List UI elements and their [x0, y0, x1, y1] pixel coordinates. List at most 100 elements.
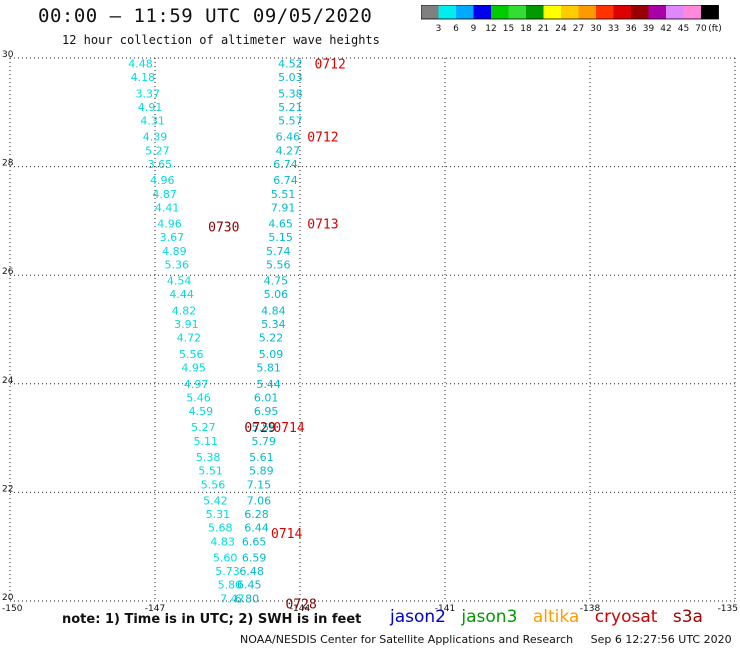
pass-time-label: 0728 — [286, 598, 317, 613]
wave-height-label: 6.44 — [244, 522, 269, 535]
wave-height-label: 5.74 — [266, 245, 291, 258]
wave-height-label: 6.80 — [235, 592, 260, 605]
x-tick-label: -135 — [718, 604, 738, 614]
color-scale-label: 30 — [590, 24, 602, 34]
wave-height-label: 5.56 — [266, 258, 291, 271]
wave-height-label: 6.45 — [237, 579, 262, 592]
wave-height-label: 6.74 — [273, 158, 298, 171]
wave-height-label: 6.59 — [242, 552, 267, 565]
legend-s3a: s3a — [672, 607, 703, 627]
wave-height-label: 5.31 — [206, 508, 231, 521]
color-swatch — [596, 5, 614, 19]
color-swatch — [578, 5, 596, 19]
pass-time-label: 0714 — [273, 421, 304, 436]
y-tick-label: 20 — [2, 593, 14, 603]
wave-height-label: 3.91 — [174, 318, 199, 331]
wave-height-label: 5.81 — [256, 362, 281, 375]
wave-height-label: 5.27 — [145, 144, 170, 157]
wave-height-label: 4.27 — [276, 144, 301, 157]
wave-height-label: 4.72 — [177, 332, 202, 345]
color-scale-label: 39 — [643, 24, 655, 34]
wave-height-label: 5.73 — [215, 565, 240, 578]
wave-height-label: 5.11 — [194, 435, 219, 448]
wave-height-label: 5.56 — [201, 478, 226, 491]
wave-height-label: 5.15 — [268, 231, 293, 244]
color-scale-label: 45 — [678, 24, 689, 34]
wave-height-label: 5.42 — [203, 495, 228, 508]
color-scale-label: 42 — [660, 24, 671, 34]
x-tick-label: -147 — [145, 604, 165, 614]
wave-height-label: 5.51 — [198, 465, 223, 478]
color-scale-label: 36 — [625, 24, 637, 34]
wave-height-label: 5.44 — [256, 378, 281, 391]
wave-height-label: 5.21 — [278, 101, 303, 114]
color-scale-label: 3 — [436, 24, 442, 34]
color-swatch — [648, 5, 666, 19]
color-swatch — [491, 5, 509, 19]
pass-time-label: 0712 — [307, 131, 338, 146]
legend-jason3: jason3 — [461, 607, 518, 627]
color-swatch — [701, 5, 719, 19]
color-swatch — [456, 5, 474, 19]
wave-height-label: 6.46 — [276, 131, 301, 144]
color-scale-label: 6 — [453, 24, 459, 34]
wave-height-label: 5.06 — [264, 288, 289, 301]
wave-height-label: 5.38 — [278, 87, 303, 100]
wave-height-label: 3.65 — [148, 158, 173, 171]
color-swatch — [543, 5, 561, 19]
wave-height-label: 5.51 — [271, 188, 296, 201]
color-scale-label: 18 — [520, 24, 532, 34]
color-swatch — [666, 5, 684, 19]
wave-height-label: 5.68 — [208, 522, 233, 535]
wave-height-label: 4.87 — [152, 188, 177, 201]
wave-height-label: 5.89 — [249, 465, 274, 478]
wave-height-label: 4.97 — [184, 378, 209, 391]
wave-height-label: 6.28 — [244, 508, 269, 521]
wave-height-label: 4.52 — [278, 57, 303, 70]
chart-title: 00:00 – 11:59 UTC 09/05/2020 — [38, 5, 373, 27]
color-swatch — [561, 5, 579, 19]
y-tick-label: 24 — [2, 376, 14, 386]
wave-height-label: 4.41 — [155, 201, 180, 214]
wave-height-label: 4.31 — [140, 114, 165, 127]
wave-height-label: 5.27 — [191, 421, 216, 434]
wave-height-label: 5.34 — [261, 318, 286, 331]
wave-height-label: 3.67 — [160, 231, 185, 244]
wave-height-label: 5.57 — [278, 114, 303, 127]
wave-height-label: 5.22 — [259, 332, 284, 345]
wave-height-label: 6.01 — [254, 391, 279, 404]
wave-height-label: 6.48 — [239, 565, 264, 578]
wave-height-label: 5.60 — [213, 552, 238, 565]
color-swatch — [508, 5, 526, 19]
wave-height-label: 3.37 — [136, 87, 161, 100]
x-tick-label: -144 — [290, 604, 311, 614]
plot-area: 20 22 24 26 28 30 -150 -147 -144 -141 -138 -135 4.48… — [2, 50, 738, 614]
y-tick-label: 22 — [2, 484, 13, 494]
wave-height-label: 4.89 — [162, 245, 187, 258]
footnote: note: 1) Time is in UTC; 2) SWH is in fe… — [62, 612, 362, 627]
wave-height-label: 5.46 — [186, 391, 211, 404]
wave-height-label: 4.91 — [138, 101, 163, 114]
wave-height-label: 6.65 — [242, 535, 267, 548]
wave-height-label: 4.75 — [264, 275, 289, 288]
color-scale-label: 21 — [538, 24, 549, 34]
wave-height-label: 4.82 — [172, 304, 197, 317]
color-swatch — [613, 5, 631, 19]
color-scale-label: 15 — [503, 24, 514, 34]
color-scale-label: 70 — [695, 24, 707, 34]
color-scale-bar: 3 6 9 12 15 18 21 24 27 30 33 36 39 42 45 70 (ft) — [421, 5, 722, 34]
color-swatch — [438, 5, 456, 19]
wave-height-label: 5.55 — [252, 421, 277, 434]
pass-time-label: 0729 — [244, 421, 275, 436]
wave-height-label: 4.96 — [150, 174, 175, 187]
wave-height-label: 4.39 — [143, 131, 168, 144]
wave-height-label: 5.61 — [249, 451, 274, 464]
y-tick-label: 30 — [2, 50, 14, 60]
wave-height-label: 4.65 — [268, 218, 293, 231]
y-tick-label: 26 — [2, 267, 14, 277]
legend-cryosat: cryosat — [594, 607, 658, 627]
color-swatch — [631, 5, 649, 19]
pass-time-label: 0712 — [315, 57, 346, 72]
wave-height-label: 7.15 — [247, 478, 272, 491]
color-scale-label: 27 — [573, 24, 584, 34]
